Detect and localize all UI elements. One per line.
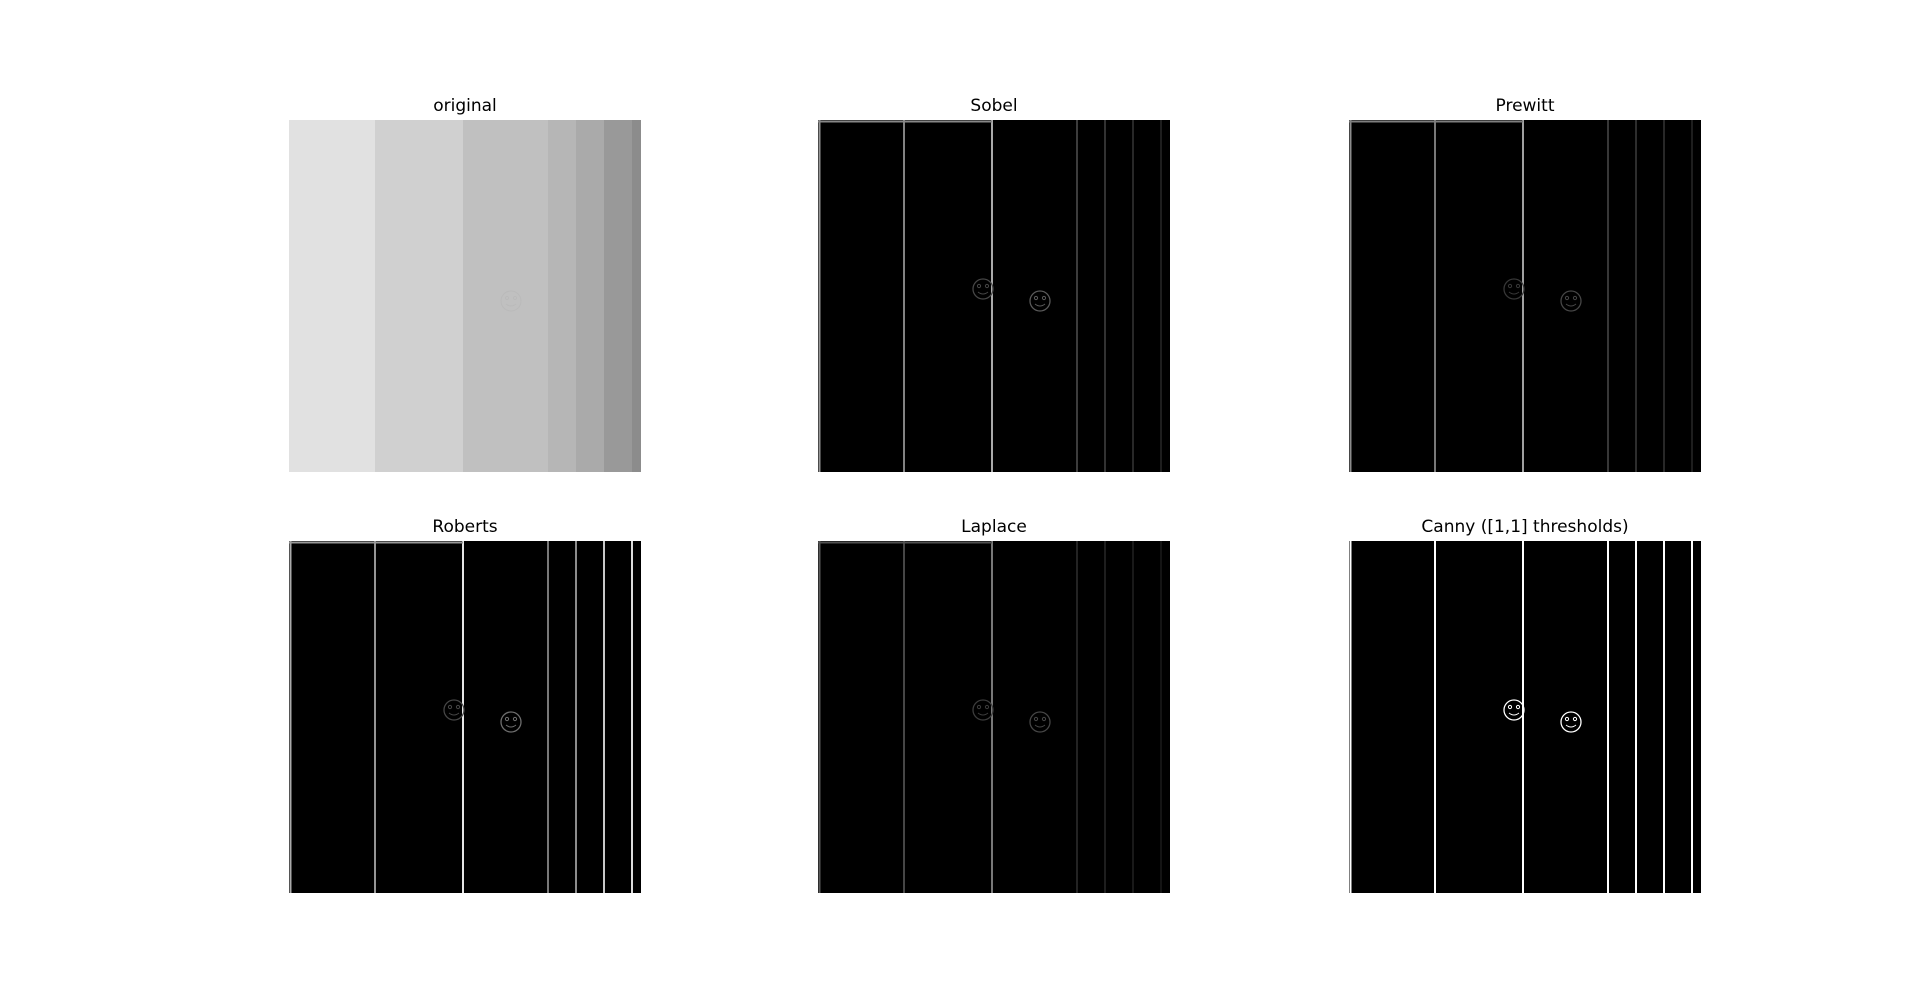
- intensity-stripe: [632, 120, 641, 472]
- panel-title: Sobel: [818, 95, 1170, 117]
- intensity-stripe: [463, 120, 548, 472]
- roberts-image: [289, 541, 641, 893]
- image-background: [818, 541, 1170, 893]
- prewitt-image: [1349, 120, 1701, 472]
- intensity-stripe: [576, 120, 604, 472]
- sobel-image: [818, 120, 1170, 472]
- intensity-stripe: [375, 120, 463, 472]
- canny-image: [1349, 541, 1701, 893]
- panel-title: original: [289, 95, 641, 117]
- image-background: [818, 120, 1170, 472]
- panel-title: Canny ([1,1] thresholds): [1349, 516, 1701, 538]
- panel-title: Laplace: [818, 516, 1170, 538]
- original-image: [289, 120, 641, 472]
- image-background: [1349, 541, 1701, 893]
- panel-title: Roberts: [289, 516, 641, 538]
- image-background: [289, 541, 641, 893]
- intensity-stripe: [604, 120, 632, 472]
- image-background: [1349, 120, 1701, 472]
- intensity-stripe: [289, 120, 375, 472]
- intensity-stripe: [548, 120, 576, 472]
- panel-title: Prewitt: [1349, 95, 1701, 117]
- laplace-image: [818, 541, 1170, 893]
